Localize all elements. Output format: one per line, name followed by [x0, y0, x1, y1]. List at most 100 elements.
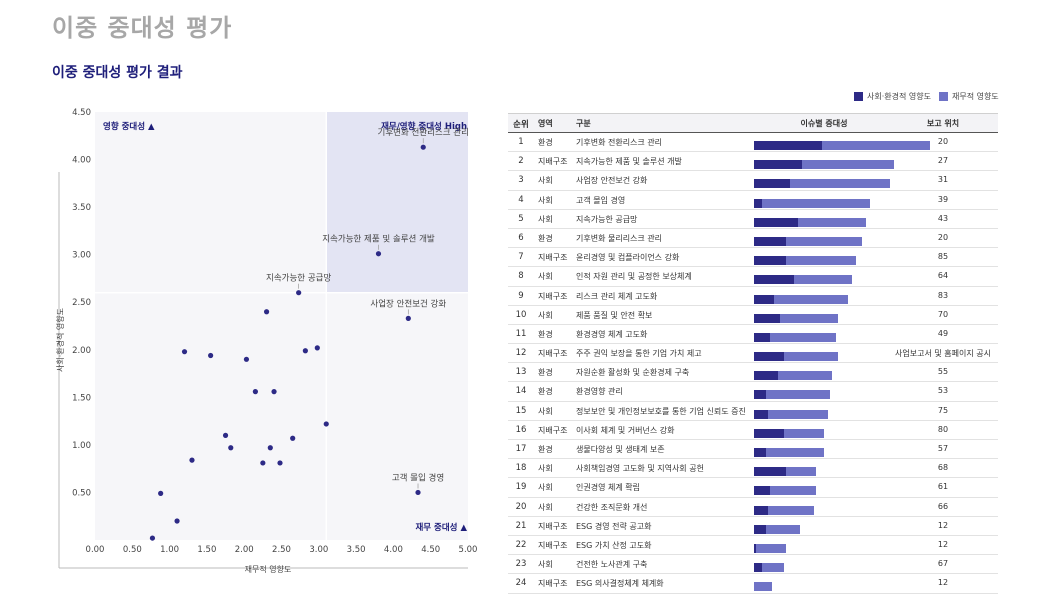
area-cell: 지배구조 — [538, 579, 568, 589]
legend-swatch-financial — [938, 92, 948, 101]
report-location-cell: 31 — [937, 175, 949, 185]
issue-name-cell: ESG 가치 산정 고도화 — [576, 540, 652, 550]
table-row: 22 지배구조 ESG 가치 산정 고도화 12 — [508, 536, 998, 556]
data-point — [405, 315, 411, 321]
header-report-location: 보고 위치 — [926, 119, 960, 128]
issue-name-cell: 이사회 체계 및 거버넌스 강화 — [576, 425, 675, 435]
area-cell: 환경 — [538, 445, 553, 454]
bar-segment-financial — [754, 582, 772, 592]
bar-segment-social — [754, 524, 766, 534]
data-point — [415, 489, 421, 496]
area-cell: 사회 — [538, 502, 553, 512]
report-location-cell: 75 — [937, 405, 949, 415]
data-point — [174, 518, 180, 524]
issue-name-cell: 건강한 조직문화 개선 — [576, 502, 648, 512]
rank-cell: 23 — [515, 559, 527, 570]
chart-legend: 사회·환경적 영향도 재무적 영향도 — [846, 91, 999, 102]
rank-cell: 10 — [515, 309, 527, 320]
bar-segment-social — [754, 543, 756, 553]
area-cell: 지배구조 — [538, 540, 568, 550]
issue-name-cell: 지속가능한 제품 및 솔루션 개발 — [576, 157, 682, 167]
report-location-cell: 55 — [937, 367, 949, 377]
area-cell: 사회 — [538, 272, 553, 282]
bar-segment-financial — [778, 371, 832, 381]
rank-cell: 24 — [515, 578, 527, 589]
data-point — [375, 251, 382, 257]
data-point — [181, 349, 188, 355]
data-point — [222, 432, 229, 438]
issue-name-cell: 지속가능한 공급망 — [576, 214, 638, 224]
bar-segment-financial — [766, 390, 830, 400]
data-point — [158, 490, 164, 496]
data-point — [189, 457, 195, 463]
data-point — [260, 460, 266, 466]
y-tick-label: 2.50 — [72, 298, 91, 308]
data-point — [271, 389, 277, 395]
rank-cell: 14 — [515, 386, 527, 397]
bar-segment-social — [754, 256, 786, 266]
x-tick-label: 2.00 — [235, 545, 254, 555]
table-row: 5 사회 지속가능한 공급망 43 — [508, 210, 998, 229]
area-cell: 사회 — [538, 560, 553, 570]
materiality-scatter-chart: 0.00 0.50 1.00 1.50 2.00 2.50 3.00 3.50 4.00 4.50… — [55, 108, 477, 574]
data-point — [290, 435, 296, 441]
rank-cell: 22 — [515, 539, 527, 550]
bar-segment-financial — [774, 294, 848, 304]
table-row: 3 사회 사업장 안전보건 강화 31 — [508, 171, 998, 191]
data-point — [314, 345, 320, 351]
issue-name-cell: 사업장 안전보건 강화 — [576, 176, 648, 186]
issue-name-cell: 기후변화 물리리스크 관리 — [576, 233, 663, 243]
point-label: 고객 몰입 경영 — [392, 472, 444, 483]
bar-segment-social — [754, 390, 766, 400]
rank-cell: 17 — [515, 444, 527, 454]
bar-segment-financial — [802, 160, 894, 170]
table-row: 20 사회 건강한 조직문화 개선 66 — [508, 498, 998, 517]
y-tick-label: 2.00 — [72, 346, 91, 356]
y-tick-label: 4.00 — [72, 156, 91, 166]
table-row: 14 환경 환경영향 관리 53 — [508, 382, 998, 402]
bar-segment-social — [754, 179, 790, 189]
area-cell: 지배구조 — [538, 521, 568, 531]
materiality-table: 순위 영역 구분 이슈별 중대성 보고 위치 1 환경 기후변화 전환리스크 관리 2… — [508, 113, 998, 594]
bar-segment-social — [754, 352, 784, 362]
issue-name-cell: 인권경영 체계 확립 — [576, 483, 640, 493]
x-tick-label: 0.00 — [86, 545, 105, 555]
data-point — [208, 352, 214, 359]
quadrant-label-high: 재무/영향 중대성 High — [381, 121, 467, 132]
report-location-cell: 사업보고서 및 홈페이지 공시 — [895, 349, 991, 359]
bar-segment-social — [754, 160, 802, 170]
high-materiality-quadrant — [326, 112, 468, 293]
bar-segment-financial — [790, 179, 890, 189]
x-axis-label: 재무적 영향도 — [245, 564, 292, 574]
bar-segment-financial — [770, 332, 836, 342]
table-row: 1 환경 기후변화 전환리스크 관리 20 — [508, 133, 998, 153]
table-row: 17 환경 생물다양성 및 생태계 보존 57 — [508, 440, 998, 460]
issue-name-cell: 생물다양성 및 생태계 보존 — [576, 445, 665, 454]
x-tick-label: 1.50 — [197, 545, 216, 555]
x-tick-label: 3.00 — [309, 545, 328, 555]
section-title: 이중 중대성 평가 결과 — [52, 65, 183, 81]
data-point — [420, 144, 426, 150]
table-row: 12 지배구조 주주 권익 보장을 통한 기업 가치 제고 사업보고서 및 홈페이지 … — [508, 344, 998, 364]
y-tick-label: 4.50 — [72, 108, 91, 118]
area-cell: 사회 — [538, 483, 553, 493]
rank-cell: 1 — [518, 137, 524, 147]
area-cell: 사회 — [538, 195, 553, 205]
report-location-cell: 80 — [937, 424, 949, 434]
report-location-cell: 68 — [937, 463, 949, 473]
table-row: 19 사회 인권경영 체계 확립 61 — [508, 478, 998, 498]
rank-cell: 11 — [515, 328, 527, 339]
table-row: 11 환경 환경경영 체계 고도화 49 — [508, 325, 998, 345]
report-location-cell: 83 — [937, 290, 949, 300]
bar-segment-financial — [786, 256, 856, 266]
bar-segment-financial — [780, 313, 838, 323]
issue-name-cell: 리스크 관리 체계 고도화 — [576, 291, 658, 301]
point-label: 지속가능한 공급망 — [266, 273, 331, 284]
rank-cell: 20 — [515, 501, 527, 512]
bar-segment-social — [754, 409, 768, 419]
bar-segment-financial — [756, 543, 786, 553]
issue-name-cell: 기후변화 전환리스크 관리 — [576, 138, 663, 147]
rank-cell: 15 — [515, 405, 527, 416]
y-tick-label: 1.50 — [72, 393, 91, 403]
area-cell: 사회 — [538, 214, 553, 224]
